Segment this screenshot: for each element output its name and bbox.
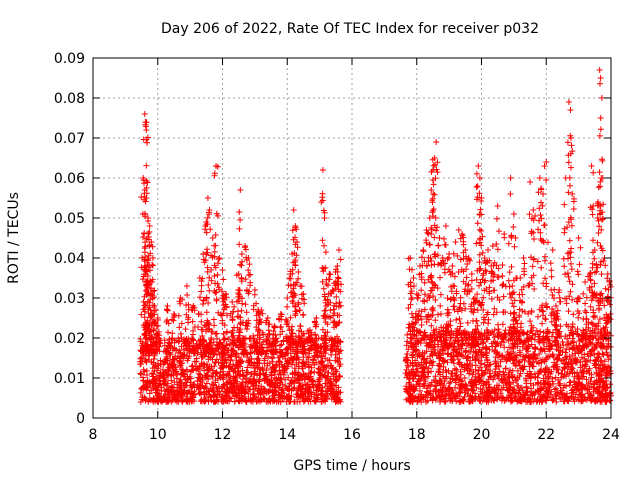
x-tick-label: 22 xyxy=(537,427,555,443)
x-tick-label: 16 xyxy=(343,427,361,443)
y-tick-label: 0.08 xyxy=(54,91,85,107)
roti-markers xyxy=(137,67,614,405)
y-tick-label: 0 xyxy=(76,411,85,427)
y-tick-label: 0.03 xyxy=(54,291,85,307)
y-axis-label: ROTI / TECUs xyxy=(6,192,22,284)
data-points xyxy=(137,67,614,405)
y-tick-label: 0.01 xyxy=(54,371,85,387)
y-tick-label: 0.09 xyxy=(54,51,85,67)
x-tick-label: 14 xyxy=(278,427,296,443)
ticks: 8 10 12 14 16 18 20 22 24 0 0.01 0.02 0.03 0.04 0.05 0.… xyxy=(54,51,620,443)
x-tick-label: 20 xyxy=(473,427,491,443)
x-tick-label: 12 xyxy=(214,427,232,443)
chart-title: Day 206 of 2022, Rate Of TEC Index for r… xyxy=(161,21,539,37)
x-axis-label: GPS time / hours xyxy=(293,458,410,474)
y-tick-label: 0.07 xyxy=(54,131,85,147)
y-tick-label: 0.02 xyxy=(54,331,85,347)
x-tick-label: 24 xyxy=(602,427,620,443)
y-tick-label: 0.05 xyxy=(54,211,85,227)
x-tick-label: 8 xyxy=(89,427,98,443)
plot-frame xyxy=(92,57,612,419)
x-tick-label: 10 xyxy=(149,427,167,443)
y-tick-label: 0.06 xyxy=(54,171,85,187)
y-tick-label: 0.04 xyxy=(54,251,85,267)
x-tick-label: 18 xyxy=(408,427,426,443)
